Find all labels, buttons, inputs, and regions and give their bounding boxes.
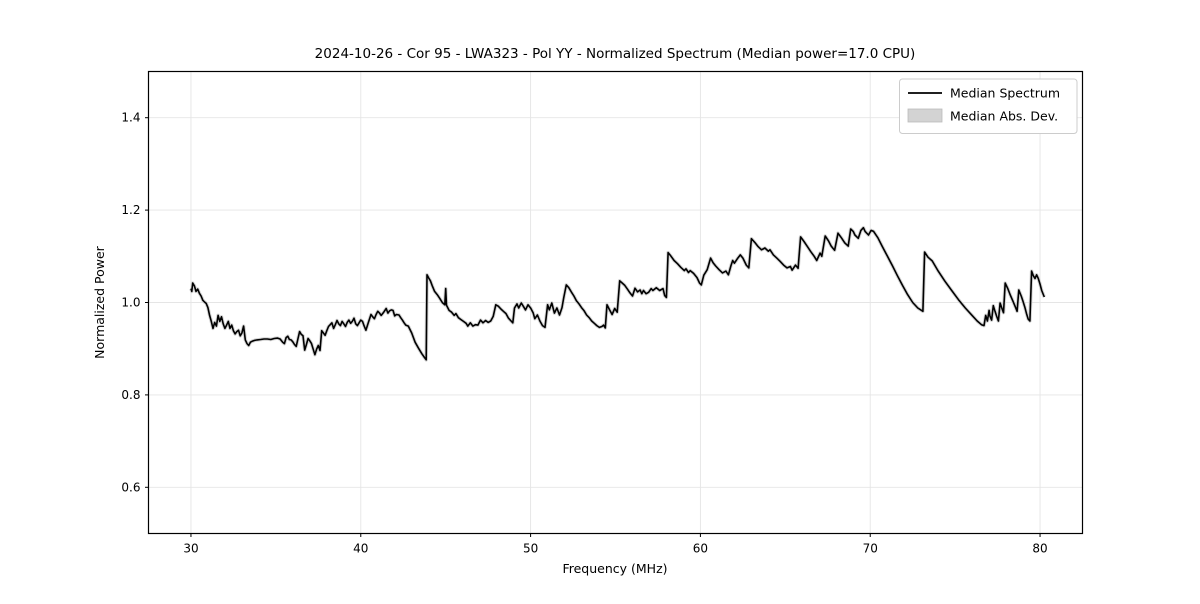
median-spectrum-path: [190, 226, 1046, 361]
median-abs-dev-band: [189, 225, 1046, 362]
x-tick-label: 60: [693, 542, 708, 556]
y-tick-label: 1.0: [121, 296, 140, 310]
chart-title: 2024-10-26 - Cor 95 - LWA323 - Pol YY - …: [315, 46, 916, 62]
median-abs-dev-band-path: [189, 225, 1046, 362]
x-tick-label: 70: [863, 542, 878, 556]
legend-label-median-abs-dev: Median Abs. Dev.: [950, 109, 1058, 124]
legend-box: [899, 78, 1078, 134]
axis-ticks: 30 40 50 60 70 80 0.6 0.8 1.0 1.2 1.4: [121, 111, 1047, 556]
x-tick-label: 80: [1032, 542, 1047, 556]
x-tick-label: 30: [183, 542, 198, 556]
grid-lines: [148, 71, 1083, 534]
y-tick-label: 1.2: [121, 203, 140, 217]
legend-label-median-spectrum: Median Spectrum: [950, 86, 1060, 101]
y-tick-label: 0.8: [121, 388, 140, 402]
x-tick-label: 40: [353, 542, 368, 556]
x-axis-label: Frequency (MHz): [562, 561, 667, 576]
y-tick-label: 0.6: [121, 480, 140, 494]
median-spectrum-line: [190, 226, 1046, 361]
y-tick-label: 1.4: [121, 111, 140, 125]
legend: Median Spectrum Median Abs. Dev.: [899, 78, 1078, 134]
y-axis-label: Normalized Power: [92, 245, 107, 359]
legend-patch-sample: [907, 108, 943, 123]
x-tick-label: 50: [523, 542, 538, 556]
